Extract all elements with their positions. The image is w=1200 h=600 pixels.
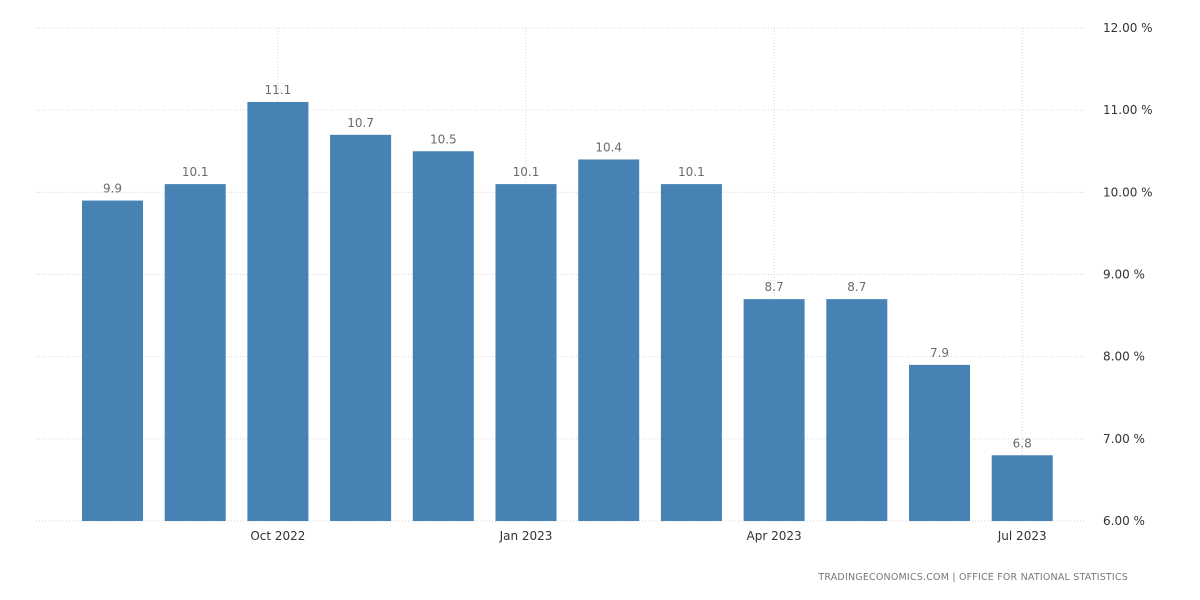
bar-value-label: 8.7: [765, 280, 784, 294]
bar: [578, 159, 640, 521]
bar: [909, 364, 970, 521]
data-labels: 9.9 10.1 11.1 10.7 10.5 10.1 10.4 10.1 8.7 8.7 7.9…: [103, 83, 1032, 450]
bar-value-label: 11.1: [265, 83, 292, 97]
y-tick-label: 12.00 %: [1103, 21, 1153, 35]
bar-value-label: 9.9: [103, 182, 122, 196]
bar: [412, 151, 474, 521]
x-tick-label: Jul 2023: [997, 529, 1047, 543]
bar-value-label: 10.1: [678, 165, 705, 179]
y-tick-label: 11.00 %: [1103, 103, 1153, 117]
bar: [330, 134, 392, 522]
bar-value-label: 10.1: [182, 165, 209, 179]
bar: [826, 299, 888, 521]
bar-value-label: 10.7: [347, 116, 374, 130]
y-tick-label: 10.00 %: [1103, 185, 1153, 199]
y-axis: 12.00 % 11.00 % 10.00 % 9.00 % 8.00 % 7.00 % 6…: [1103, 21, 1153, 528]
x-axis: Oct 2022 Jan 2023 Apr 2023 Jul 2023: [250, 529, 1046, 543]
bar: [247, 101, 309, 521]
y-tick-label: 8.00 %: [1103, 350, 1145, 364]
bar: [164, 184, 226, 521]
bar-value-label: 10.5: [430, 132, 457, 146]
y-tick-label: 7.00 %: [1103, 432, 1145, 446]
bar: [743, 299, 805, 521]
y-tick-label: 9.00 %: [1103, 268, 1145, 282]
x-tick-label: Apr 2023: [747, 529, 802, 543]
bar: [495, 184, 557, 521]
x-tick-label: Oct 2022: [250, 529, 305, 543]
bar: [991, 455, 1053, 521]
y-tick-label: 6.00 %: [1103, 514, 1145, 528]
source-credit: TRADINGECONOMICS.COM | OFFICE FOR NATION…: [817, 572, 1128, 583]
bar-series: [82, 101, 1053, 522]
bar-value-label: 10.4: [595, 140, 622, 154]
bar-value-label: 6.8: [1013, 436, 1032, 450]
bar-value-label: 8.7: [847, 280, 866, 294]
bar: [82, 200, 143, 522]
bar-value-label: 10.1: [513, 165, 540, 179]
bar: [660, 184, 722, 521]
x-tick-label: Jan 2023: [499, 529, 553, 543]
bar-value-label: 7.9: [930, 346, 949, 360]
